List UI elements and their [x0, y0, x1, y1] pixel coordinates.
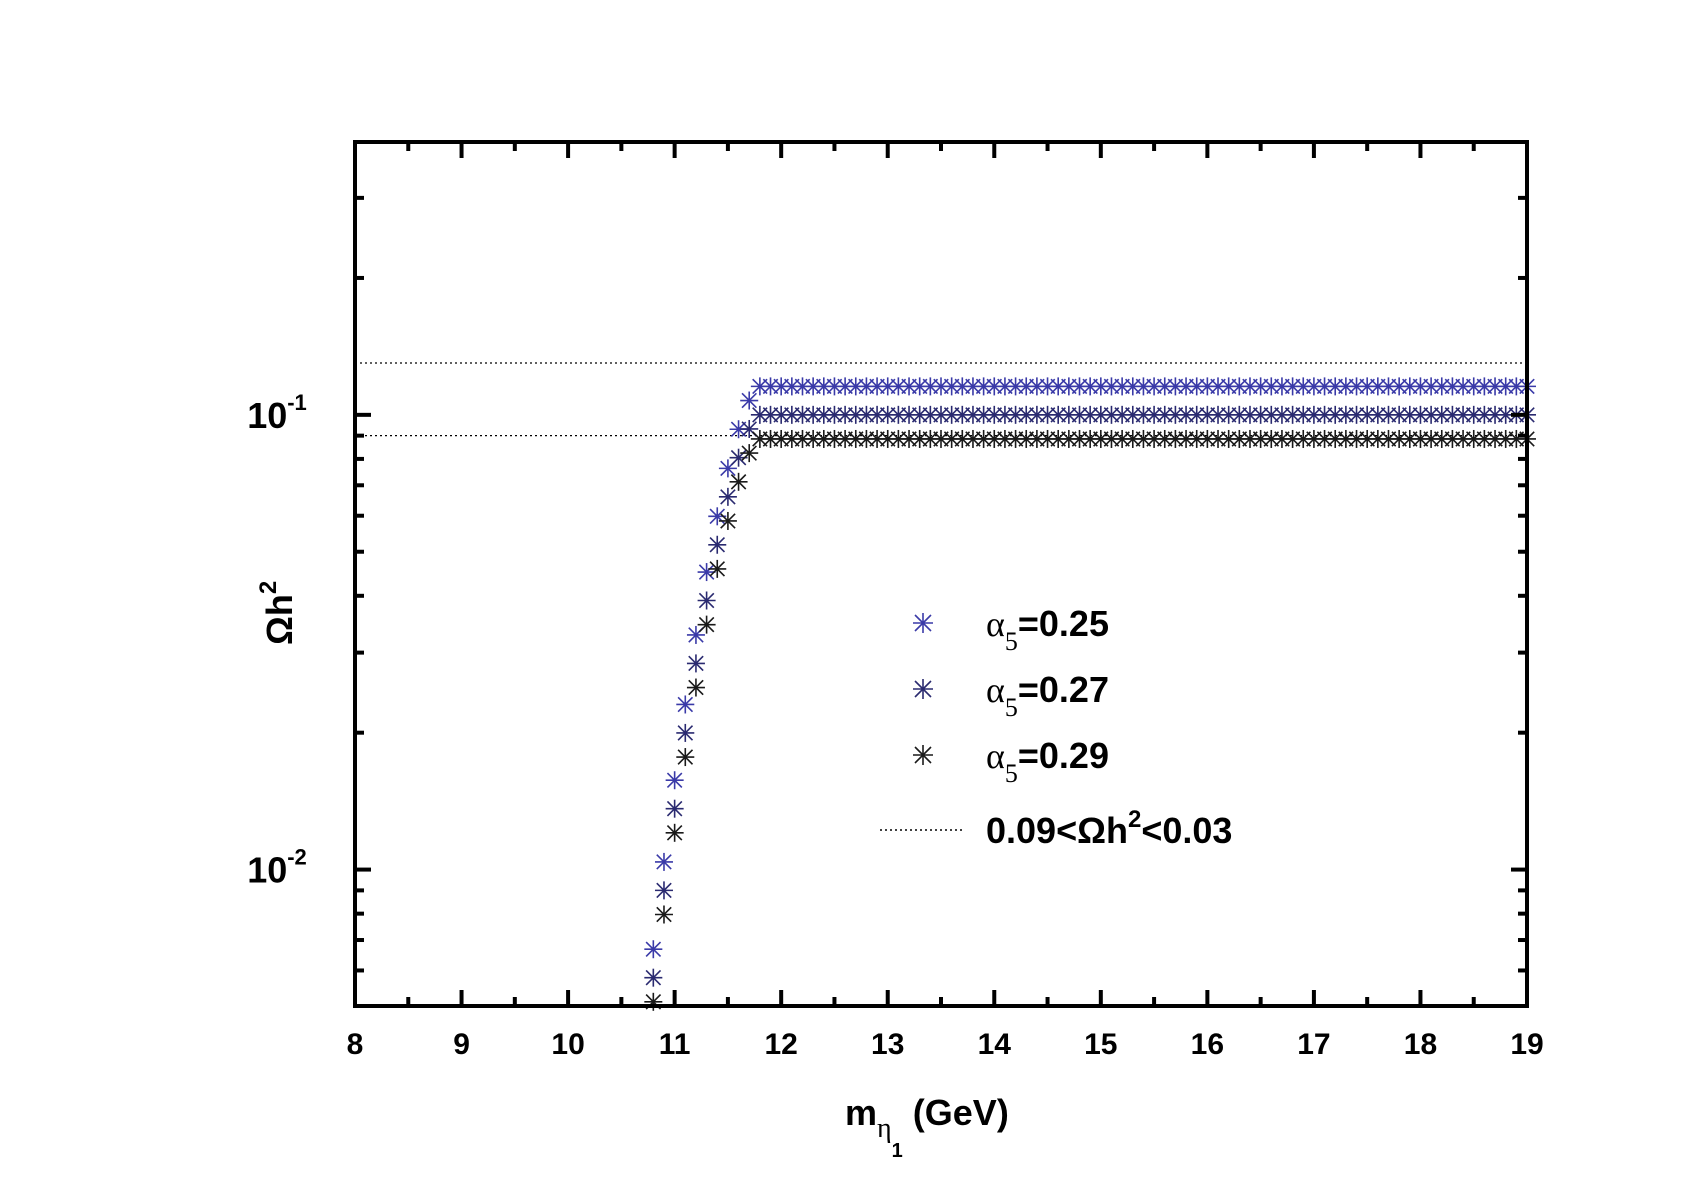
x-tick-label-12: 12 [764, 1028, 797, 1061]
legend-label-series-3-sub: 5 [1005, 759, 1018, 788]
data-point [654, 852, 673, 871]
data-point [697, 615, 716, 634]
legend-label-series-1-value: =0.25 [1018, 603, 1109, 644]
legend-label-series-3-greek: α [986, 736, 1005, 776]
data-point [654, 881, 673, 900]
x-tick-label-16: 16 [1191, 1028, 1224, 1061]
legend-label-reference-prefix: 0.09<Ωh [986, 810, 1128, 851]
data-point [665, 799, 684, 818]
legend-marker-series-3 [913, 745, 933, 765]
x-tick-label-15: 15 [1084, 1028, 1117, 1061]
data-point [665, 823, 684, 842]
legend-label-reference-sup: 2 [1128, 806, 1141, 833]
legend-label-series-2-greek: α [986, 670, 1005, 710]
data-point [644, 940, 663, 959]
plot-frame [353, 140, 1529, 1008]
legend-label-series-2: α5=0.27 [986, 669, 1109, 722]
x-tick-label-13: 13 [871, 1028, 904, 1061]
x-axis-title: mη1 (GeV) [845, 1092, 1009, 1162]
legend-label-reference-suffix: <0.03 [1141, 810, 1232, 851]
data-point [740, 391, 759, 410]
x-axis-title-base: m [845, 1092, 877, 1133]
data-point [644, 968, 663, 987]
y-tick-label-2: 10-2 [247, 845, 307, 891]
y-axis-title: Ωh2 [255, 581, 300, 645]
data-point [676, 748, 695, 767]
legend-label-series-1-sub: 5 [1005, 627, 1018, 656]
legend-label-series-2-sub: 5 [1005, 693, 1018, 722]
data-point [718, 511, 737, 530]
data-point [676, 695, 695, 714]
data-point [729, 472, 748, 491]
legend-label-series-1-greek: α [986, 604, 1005, 644]
data-point [676, 723, 695, 742]
legend-label-reference: 0.09<Ωh2<0.03 [986, 806, 1232, 851]
legend-label-series-2-value: =0.27 [1018, 669, 1109, 710]
x-tick-labels: 8 9 10 11 12 13 14 15 16 17 18 19 [347, 1028, 1544, 1061]
x-tick-label-14: 14 [978, 1028, 1012, 1061]
legend-marker-series-1 [913, 613, 933, 633]
data-point [740, 444, 759, 463]
data-point [708, 559, 727, 578]
data-points [644, 377, 1536, 1011]
data-point [654, 905, 673, 924]
x-tick-label-8: 8 [347, 1028, 364, 1061]
y-tick-label-base: 10 [247, 850, 287, 891]
legend-label-series-1: α5=0.25 [986, 603, 1109, 656]
data-point [697, 591, 716, 610]
legend-markers [913, 613, 933, 765]
series-1 [644, 377, 1536, 959]
data-point [708, 535, 727, 554]
legend-marker-series-2 [913, 679, 933, 699]
y-axis-title-text: Ωh [259, 594, 300, 645]
data-point [686, 654, 705, 673]
y-tick-label-1: 10-1 [247, 390, 307, 436]
legend-label-series-3-value: =0.29 [1018, 735, 1109, 776]
series-2 [644, 405, 1536, 987]
x-tick-label-11: 11 [659, 1028, 691, 1061]
data-point [644, 992, 663, 1011]
data-point [665, 771, 684, 790]
x-axis-title-sub: η [877, 1113, 892, 1144]
x-tick-label-18: 18 [1404, 1028, 1437, 1061]
legend-label-series-3: α5=0.29 [986, 735, 1109, 788]
y-tick-label-base: 10 [247, 395, 287, 436]
x-tick-label-10: 10 [551, 1028, 584, 1061]
x-tick-label-9: 9 [453, 1028, 470, 1061]
y-tick-label-exponent: -1 [287, 390, 307, 415]
x-axis-title-suffix: (GeV) [903, 1092, 1009, 1133]
x-tick-label-17: 17 [1297, 1028, 1330, 1061]
x-axis-title-subsub: 1 [892, 1140, 903, 1162]
y-tick-labels: 10-110-2 [247, 390, 307, 891]
data-point [697, 563, 716, 582]
data-point [686, 678, 705, 697]
y-tick-label-exponent: -2 [287, 845, 307, 870]
y-axis-title-sup: 2 [255, 581, 282, 594]
data-point [718, 487, 737, 506]
legend: α5=0.25 α5=0.27 α5=0.29 0.09<Ωh2<0.03 [880, 603, 1232, 851]
x-tick-label-19: 19 [1510, 1028, 1543, 1061]
